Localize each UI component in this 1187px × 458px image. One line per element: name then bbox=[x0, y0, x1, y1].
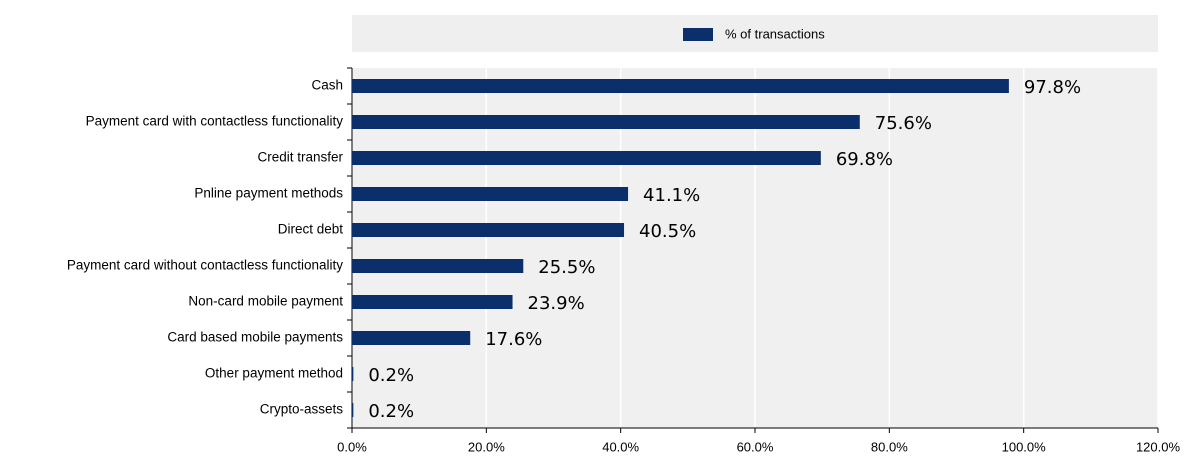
x-tick-label: 0.0% bbox=[337, 439, 367, 454]
y-tick-label: Card based mobile payments bbox=[167, 330, 343, 345]
value-label: 17.6% bbox=[485, 329, 542, 350]
y-tick-label: Payment card with contactless functional… bbox=[86, 114, 344, 129]
legend-label: % of transactions bbox=[725, 26, 825, 41]
x-tick-label: 60.0% bbox=[737, 439, 774, 454]
value-label: 40.5% bbox=[639, 221, 696, 242]
legend-box bbox=[352, 15, 1158, 52]
legend-swatch bbox=[683, 28, 713, 41]
value-label: 69.8% bbox=[836, 149, 893, 170]
x-tick-label: 120.0% bbox=[1136, 439, 1181, 454]
x-tick-label: 100.0% bbox=[1002, 439, 1047, 454]
y-tick-label: Payment card without contactless functio… bbox=[67, 258, 343, 273]
value-label: 75.6% bbox=[875, 113, 932, 134]
value-label: 0.2% bbox=[368, 365, 414, 386]
value-label: 97.8% bbox=[1024, 77, 1081, 98]
x-tick-label: 80.0% bbox=[871, 439, 908, 454]
y-tick-label: Crypto-assets bbox=[260, 402, 344, 417]
y-tick-label: Direct debt bbox=[278, 222, 344, 237]
value-label: 25.5% bbox=[538, 257, 595, 278]
x-tick-label: 20.0% bbox=[468, 439, 505, 454]
bar bbox=[352, 259, 524, 273]
y-tick-label: Cash bbox=[311, 78, 343, 93]
bar bbox=[352, 331, 471, 345]
bar bbox=[352, 115, 860, 129]
bar bbox=[352, 79, 1009, 93]
x-tick-label: 40.0% bbox=[602, 439, 639, 454]
y-tick-label: Credit transfer bbox=[257, 150, 343, 165]
y-tick-label: Non-card mobile payment bbox=[188, 294, 343, 309]
y-tick-label: Pnline payment methods bbox=[194, 186, 343, 201]
value-label: 23.9% bbox=[528, 293, 585, 314]
bar bbox=[352, 187, 629, 201]
bar bbox=[352, 295, 513, 309]
bar bbox=[352, 367, 354, 381]
bar bbox=[352, 151, 821, 165]
y-tick-label: Other payment method bbox=[205, 366, 343, 381]
value-label: 41.1% bbox=[643, 185, 700, 206]
bar bbox=[352, 223, 625, 237]
bar bbox=[352, 403, 354, 417]
value-label: 0.2% bbox=[368, 401, 414, 422]
